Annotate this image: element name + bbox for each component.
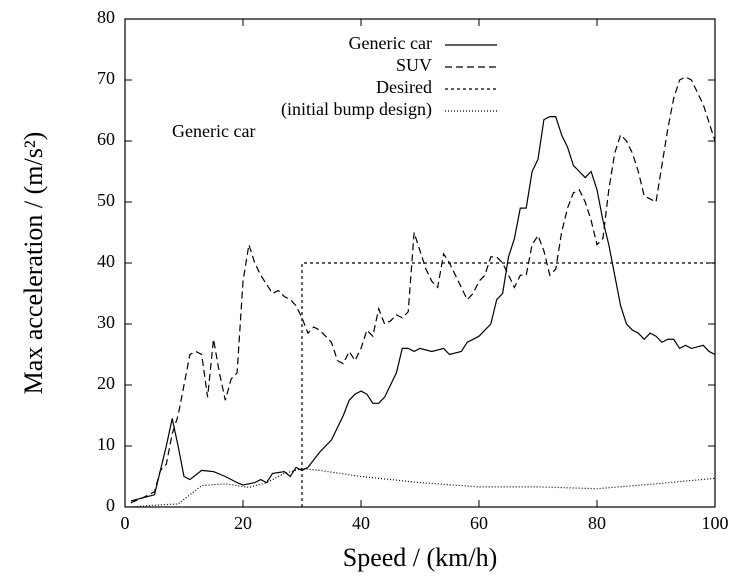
y-tick-label: 50 <box>97 190 115 210</box>
legend-label: Generic car <box>172 121 255 141</box>
y-tick-label: 10 <box>97 434 115 454</box>
x-tick-label: 100 <box>702 513 729 533</box>
y-tick-label: 0 <box>106 495 115 515</box>
x-tick-label: 60 <box>470 513 488 533</box>
y-tick-label: 80 <box>97 7 115 27</box>
y-tick-label: 20 <box>97 373 115 393</box>
y-tick-label: 60 <box>97 129 115 149</box>
series-line <box>130 76 716 504</box>
y-tick-label: 40 <box>97 251 115 271</box>
legend-label: Desired <box>376 77 432 97</box>
x-axis-label: Speed / (km/h) <box>343 543 498 572</box>
y-tick-label: 30 <box>97 312 115 332</box>
legend-label: SUV <box>396 55 432 75</box>
x-tick-label: 20 <box>234 513 252 533</box>
x-tick-label: 80 <box>588 513 606 533</box>
x-tick-label: 40 <box>352 513 370 533</box>
series-line <box>130 115 716 502</box>
series-line <box>301 262 715 507</box>
legend-label: Generic car <box>349 33 432 53</box>
y-tick-label: 70 <box>97 68 115 88</box>
legend-label: (initial bump design) <box>281 99 432 120</box>
y-axis-label: Max acceleration / (m/s²) <box>19 132 48 395</box>
x-tick-label: 0 <box>121 513 130 533</box>
